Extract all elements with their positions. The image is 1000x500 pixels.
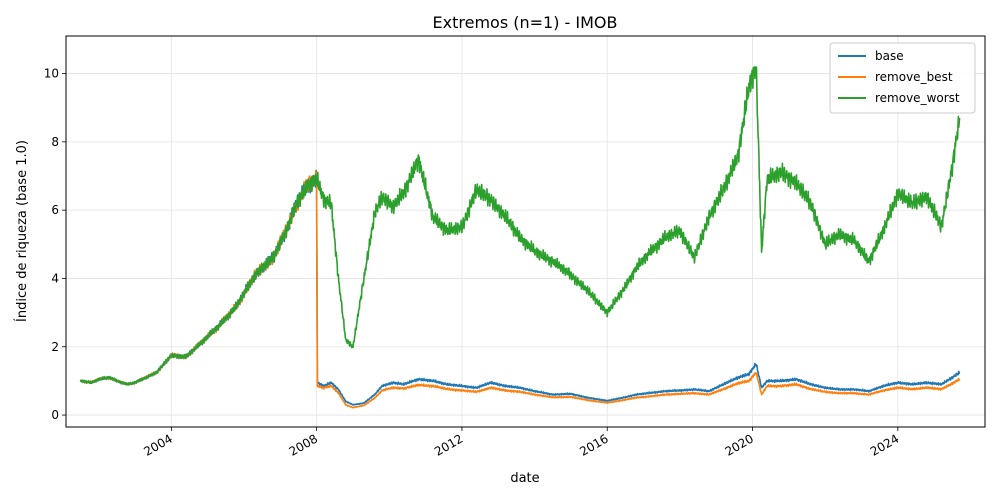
- plot-frame: [65, 35, 986, 428]
- y-ticks: 0 2 4 6 8 10: [44, 67, 66, 422]
- grid: [66, 36, 985, 427]
- y-tick-label: 8: [51, 135, 59, 149]
- legend-box: [829, 42, 976, 114]
- legend-label: base: [875, 49, 904, 63]
- chart-title: Extremos (n=1) - IMOB: [433, 13, 618, 32]
- legend-label: remove_best: [875, 70, 953, 84]
- legend: base remove_best remove_worst: [829, 42, 976, 114]
- y-tick-label: 6: [51, 203, 59, 217]
- y-tick-label: 2: [51, 340, 59, 354]
- y-axis-label: Índice de riqueza (base 1.0): [14, 140, 30, 322]
- legend-label: remove_worst: [875, 91, 960, 105]
- y-tick-label: 4: [51, 271, 59, 285]
- y-tick-label: 0: [51, 408, 59, 422]
- x-axis-label: date: [510, 471, 539, 486]
- series-line-remove_worst: [79, 66, 961, 386]
- series-layer: [79, 66, 961, 409]
- y-tick-label: 10: [44, 67, 59, 81]
